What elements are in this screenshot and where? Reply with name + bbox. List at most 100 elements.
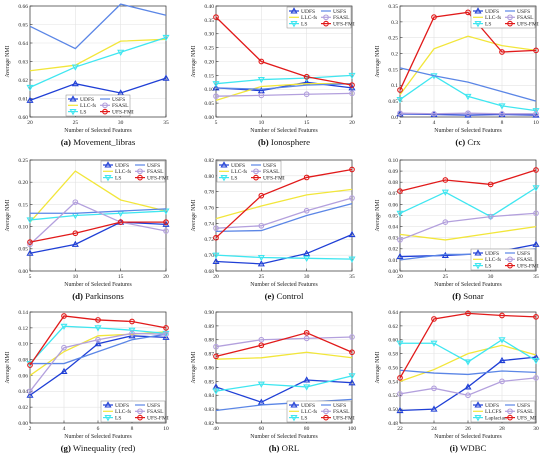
x-tick-label: 6 [467, 120, 470, 126]
series-ls-point [257, 76, 265, 84]
legend-marker [104, 415, 112, 422]
y-tick-label: 0.58 [388, 352, 398, 358]
legend-box [216, 160, 282, 183]
series-ufs-fmi-point [442, 177, 449, 183]
series-fsasl-point [465, 110, 471, 117]
y-tick-label: 0.08 [388, 180, 398, 186]
y-tick-label: 0.20 [204, 59, 214, 65]
series-ls-point [26, 217, 34, 224]
legend-entry: UFS-FMI [517, 22, 539, 28]
chart-ionosphere: 0.00 0.05 0.10 0.15 0.20 0.25 0.30 0.35 0.40 5 10 1… [191, 4, 356, 147]
series-fsasl-point [163, 228, 169, 234]
series-udfs-point [71, 79, 79, 87]
legend-entry: LLC-fs [115, 408, 131, 415]
y-tick-label: 0.85 [204, 379, 214, 385]
legend-entry: FSASL [333, 409, 350, 415]
series-ufs-fmi-point [27, 239, 33, 245]
series-ufs-fmi-line [399, 169, 537, 192]
series-llc-fs-line [215, 83, 352, 101]
series-ufs-fmi-point [303, 174, 310, 181]
series-laplacian-point [430, 340, 438, 347]
legend-marker [507, 262, 513, 269]
y-tick-label: 0.83 [204, 407, 214, 413]
series-udfs-point [60, 367, 68, 375]
series-ufs-mi-point [397, 375, 403, 381]
x-tick-label: 80 [304, 426, 310, 432]
x-axis-label: Number of Selected Features [434, 433, 502, 440]
y-tick-label: 0.15 [204, 73, 214, 79]
x-tick-label: 6 [97, 426, 100, 432]
legend-entry: FSASL [517, 15, 534, 21]
legend-entry: FSASL [147, 169, 164, 175]
legend-marker [290, 415, 298, 422]
series-udfs-line [215, 81, 353, 92]
y-tick-label: 0.04 [388, 225, 398, 231]
series-fsasl-point [129, 330, 135, 337]
chart-control: 0.68 0.70 0.72 0.74 0.76 0.78 0.80 0.82 20 25 30 35… [191, 158, 356, 301]
legend-marker [323, 20, 329, 27]
y-tick-label: 0.10 [204, 87, 214, 93]
x-tick-label: 40 [213, 426, 219, 432]
series-udfs-point [303, 376, 311, 383]
series-ls-point [396, 97, 404, 104]
series-fsasl-point [27, 388, 33, 395]
legend-entry: USFS [147, 163, 160, 169]
y-tick-label: 0.1 [391, 83, 398, 89]
series-ls-point [348, 72, 356, 80]
caption-name: ORL [279, 443, 299, 453]
y-tick-label: 0.09 [388, 169, 398, 175]
y-tick-label: 0.60 [388, 338, 398, 344]
series-fsasl-point [213, 93, 219, 100]
series-llcfs-line [399, 344, 537, 382]
y-tick-label: 0.82 [204, 421, 214, 427]
legend-marker [137, 414, 143, 421]
x-tick-label: 25 [259, 274, 265, 280]
y-tick-label: 0.80 [204, 174, 214, 180]
series-laplacian-point [464, 359, 472, 366]
y-tick-label: 0.20 [18, 180, 28, 186]
legend-marker [104, 161, 112, 168]
series-ls-point [303, 384, 311, 391]
y-tick-label: 0.72 [204, 237, 214, 243]
series-fsasl-point [499, 110, 505, 117]
series-fsasl-point [213, 343, 219, 350]
chart-caption: (g) Winequality (red) [61, 443, 136, 453]
x-tick-label: 2 [29, 426, 32, 432]
y-tick-label: 0.00 [204, 115, 214, 121]
y-tick-label: 0.12 [18, 326, 28, 332]
series-ufs-fmi-point [129, 318, 135, 325]
series-fsasl-point [533, 210, 539, 217]
x-tick-label: 4 [433, 120, 436, 126]
x-tick-label: 10 [73, 274, 79, 280]
series-udfs-point [26, 96, 34, 103]
y-tick-label: 0.15 [18, 202, 28, 208]
legend: UDFS USFS LLC-fs FSASL LS UFS-FMI [286, 6, 355, 29]
series-ls-line [215, 254, 353, 260]
caption-name: Winequality (red) [71, 443, 136, 453]
legend-entry: LLC-fs [115, 168, 131, 175]
series-fsasl-point [487, 213, 494, 220]
x-tick-label: 100 [348, 426, 357, 432]
y-axis-label: Average NMI [5, 351, 11, 383]
legend-box [65, 94, 131, 117]
y-axis-label: Average NMI [5, 199, 11, 231]
series-usfs-line [399, 67, 537, 102]
legend-marker [323, 14, 329, 21]
legend-entry: UFS-FMI [112, 110, 134, 116]
series-fsasl-point [303, 91, 310, 98]
series-ls-point [257, 254, 265, 262]
series-fsasl-point [499, 378, 505, 385]
x-tick-label: 10 [163, 426, 169, 432]
series-ufs-mi-point [431, 316, 437, 322]
series-laplacian-point [498, 337, 506, 344]
chart-orl: 0.82 0.83 0.84 0.85 0.86 0.87 0.88 0.89 0.90 40 60… [191, 310, 356, 453]
caption-name: WDBC [458, 443, 487, 453]
x-tick-label: 28 [499, 426, 505, 432]
series-ufs-fmi-point [117, 219, 124, 226]
series-ls-point [396, 210, 404, 217]
x-tick-label: 20 [349, 120, 355, 126]
series-ufs-fmi-point [349, 349, 355, 356]
y-tick-label: 0.61 [18, 96, 28, 102]
series-ufs-fmi-point [303, 329, 310, 336]
series-ufs-fmi-point [397, 188, 403, 194]
